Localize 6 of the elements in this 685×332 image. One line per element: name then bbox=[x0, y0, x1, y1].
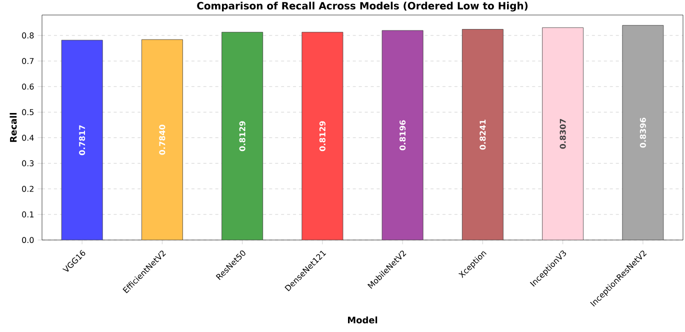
bar bbox=[622, 25, 664, 240]
x-axis-title: Model bbox=[348, 316, 378, 324]
bar bbox=[141, 39, 183, 240]
bar bbox=[542, 27, 584, 240]
y-axis-title: Recall bbox=[10, 112, 17, 142]
chart-title: Comparison of Recall Across Models (Ordered Low to High) bbox=[197, 2, 528, 12]
